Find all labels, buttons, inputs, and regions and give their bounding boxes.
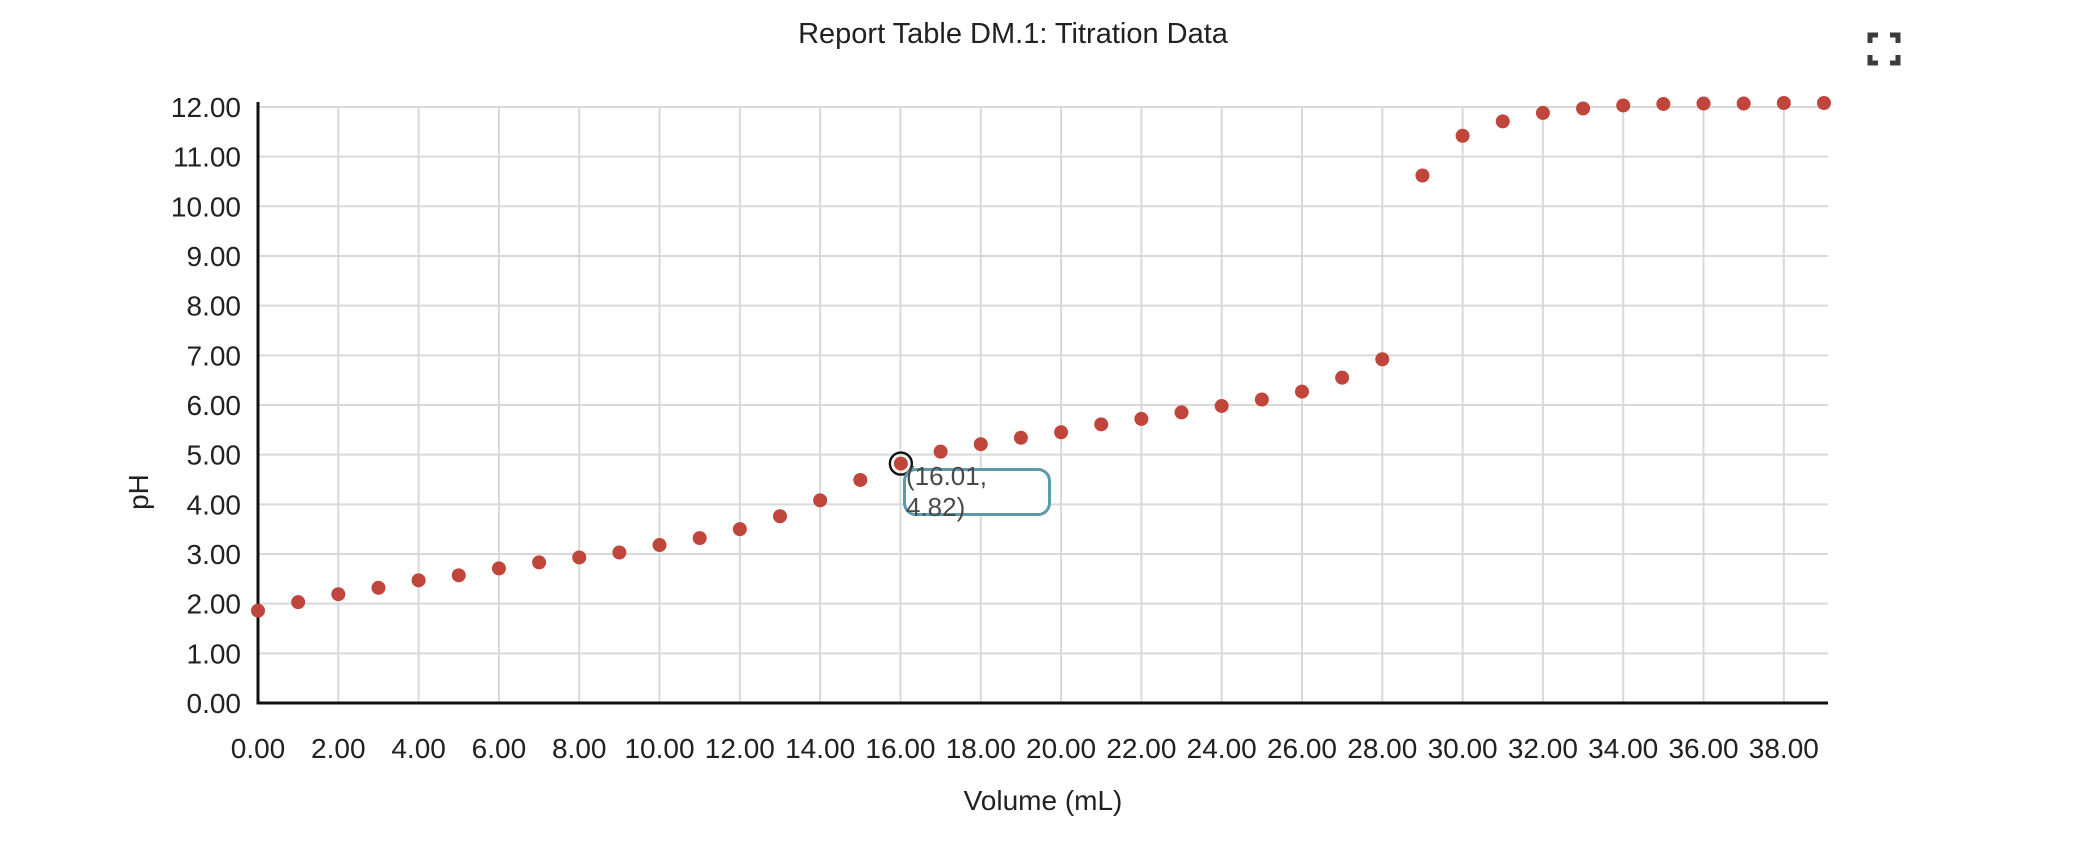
data-point[interactable] (532, 555, 547, 570)
data-point[interactable] (1415, 168, 1430, 183)
data-point[interactable] (772, 509, 787, 524)
data-point[interactable] (652, 538, 667, 553)
data-point[interactable] (1495, 114, 1510, 129)
x-tick-label: 8.00 (552, 733, 607, 764)
y-tick-label: 9.00 (187, 241, 242, 272)
y-tick-label: 3.00 (187, 539, 242, 570)
x-axis-title: Volume (mL) (964, 785, 1123, 816)
data-point[interactable] (1656, 96, 1671, 111)
data-point[interactable] (1455, 128, 1470, 143)
y-tick-label: 6.00 (187, 390, 242, 421)
x-tick-label: 4.00 (391, 733, 446, 764)
data-point[interactable] (1294, 384, 1309, 399)
data-point[interactable] (251, 603, 265, 618)
y-tick-label: 0.00 (187, 688, 242, 719)
data-point[interactable] (813, 493, 828, 508)
data-point[interactable] (1134, 411, 1149, 426)
x-tick-label: 20.00 (1026, 733, 1096, 764)
y-tick-label: 7.00 (187, 340, 242, 371)
data-point[interactable] (1776, 95, 1791, 110)
x-tick-label: 14.00 (785, 733, 855, 764)
x-tick-label: 32.00 (1508, 733, 1578, 764)
data-point[interactable] (291, 595, 306, 610)
data-point[interactable] (572, 550, 587, 565)
x-tick-label: 26.00 (1267, 733, 1337, 764)
y-tick-label: 4.00 (187, 489, 242, 520)
tooltip-text: (16.01, 4.82) (906, 461, 987, 522)
x-tick-label: 38.00 (1749, 733, 1819, 764)
data-point[interactable] (1335, 370, 1350, 385)
x-tick-label: 24.00 (1187, 733, 1257, 764)
y-tick-label: 5.00 (187, 440, 242, 471)
x-tick-label: 2.00 (311, 733, 366, 764)
fullscreen-icon (1867, 32, 1901, 66)
x-tick-label: 34.00 (1588, 733, 1658, 764)
data-point[interactable] (451, 568, 466, 583)
y-tick-label: 10.00 (171, 191, 241, 222)
x-tick-label: 10.00 (624, 733, 694, 764)
data-point[interactable] (1054, 425, 1069, 440)
data-point[interactable] (1576, 101, 1591, 116)
data-point[interactable] (411, 573, 426, 588)
data-point[interactable] (371, 580, 386, 595)
selected-point-ring (888, 451, 914, 476)
x-tick-label: 12.00 (705, 733, 775, 764)
data-point[interactable] (331, 587, 346, 602)
data-point[interactable] (1094, 417, 1109, 432)
y-tick-label: 2.00 (187, 589, 242, 620)
tooltip: (16.01, 4.82) (903, 461, 1051, 522)
x-tick-label: 36.00 (1668, 733, 1738, 764)
data-point[interactable] (1816, 95, 1831, 110)
data-point[interactable] (893, 456, 908, 471)
y-axis-title: pH (123, 474, 154, 510)
data-point[interactable] (1254, 392, 1269, 407)
y-tick-label: 1.00 (187, 638, 242, 669)
data-point[interactable] (853, 472, 868, 487)
data-point[interactable] (612, 545, 627, 560)
data-point[interactable] (732, 522, 747, 537)
x-tick-label: 30.00 (1428, 733, 1498, 764)
data-point[interactable] (1696, 96, 1711, 111)
data-point[interactable] (1736, 96, 1751, 111)
data-point[interactable] (1214, 398, 1229, 413)
data-point[interactable] (1535, 105, 1550, 120)
x-tick-label: 16.00 (865, 733, 935, 764)
data-point[interactable] (973, 437, 988, 452)
data-point[interactable] (491, 561, 506, 576)
data-point[interactable] (1174, 405, 1189, 420)
y-tick-label: 12.00 (171, 92, 241, 123)
chart-title: Report Table DM.1: Titration Data (798, 18, 1228, 50)
data-point[interactable] (1013, 430, 1028, 445)
data-point[interactable] (1375, 352, 1390, 367)
x-tick-label: 18.00 (946, 733, 1016, 764)
y-tick-label: 11.00 (173, 142, 241, 173)
data-point[interactable] (933, 444, 948, 459)
fullscreen-button[interactable] (1867, 32, 1901, 66)
x-tick-label: 22.00 (1106, 733, 1176, 764)
data-point[interactable] (692, 531, 707, 546)
x-tick-label: 0.00 (231, 733, 286, 764)
x-tick-label: 28.00 (1347, 733, 1417, 764)
data-point[interactable] (1616, 98, 1631, 113)
y-tick-label: 8.00 (187, 291, 242, 322)
x-tick-label: 6.00 (472, 733, 527, 764)
